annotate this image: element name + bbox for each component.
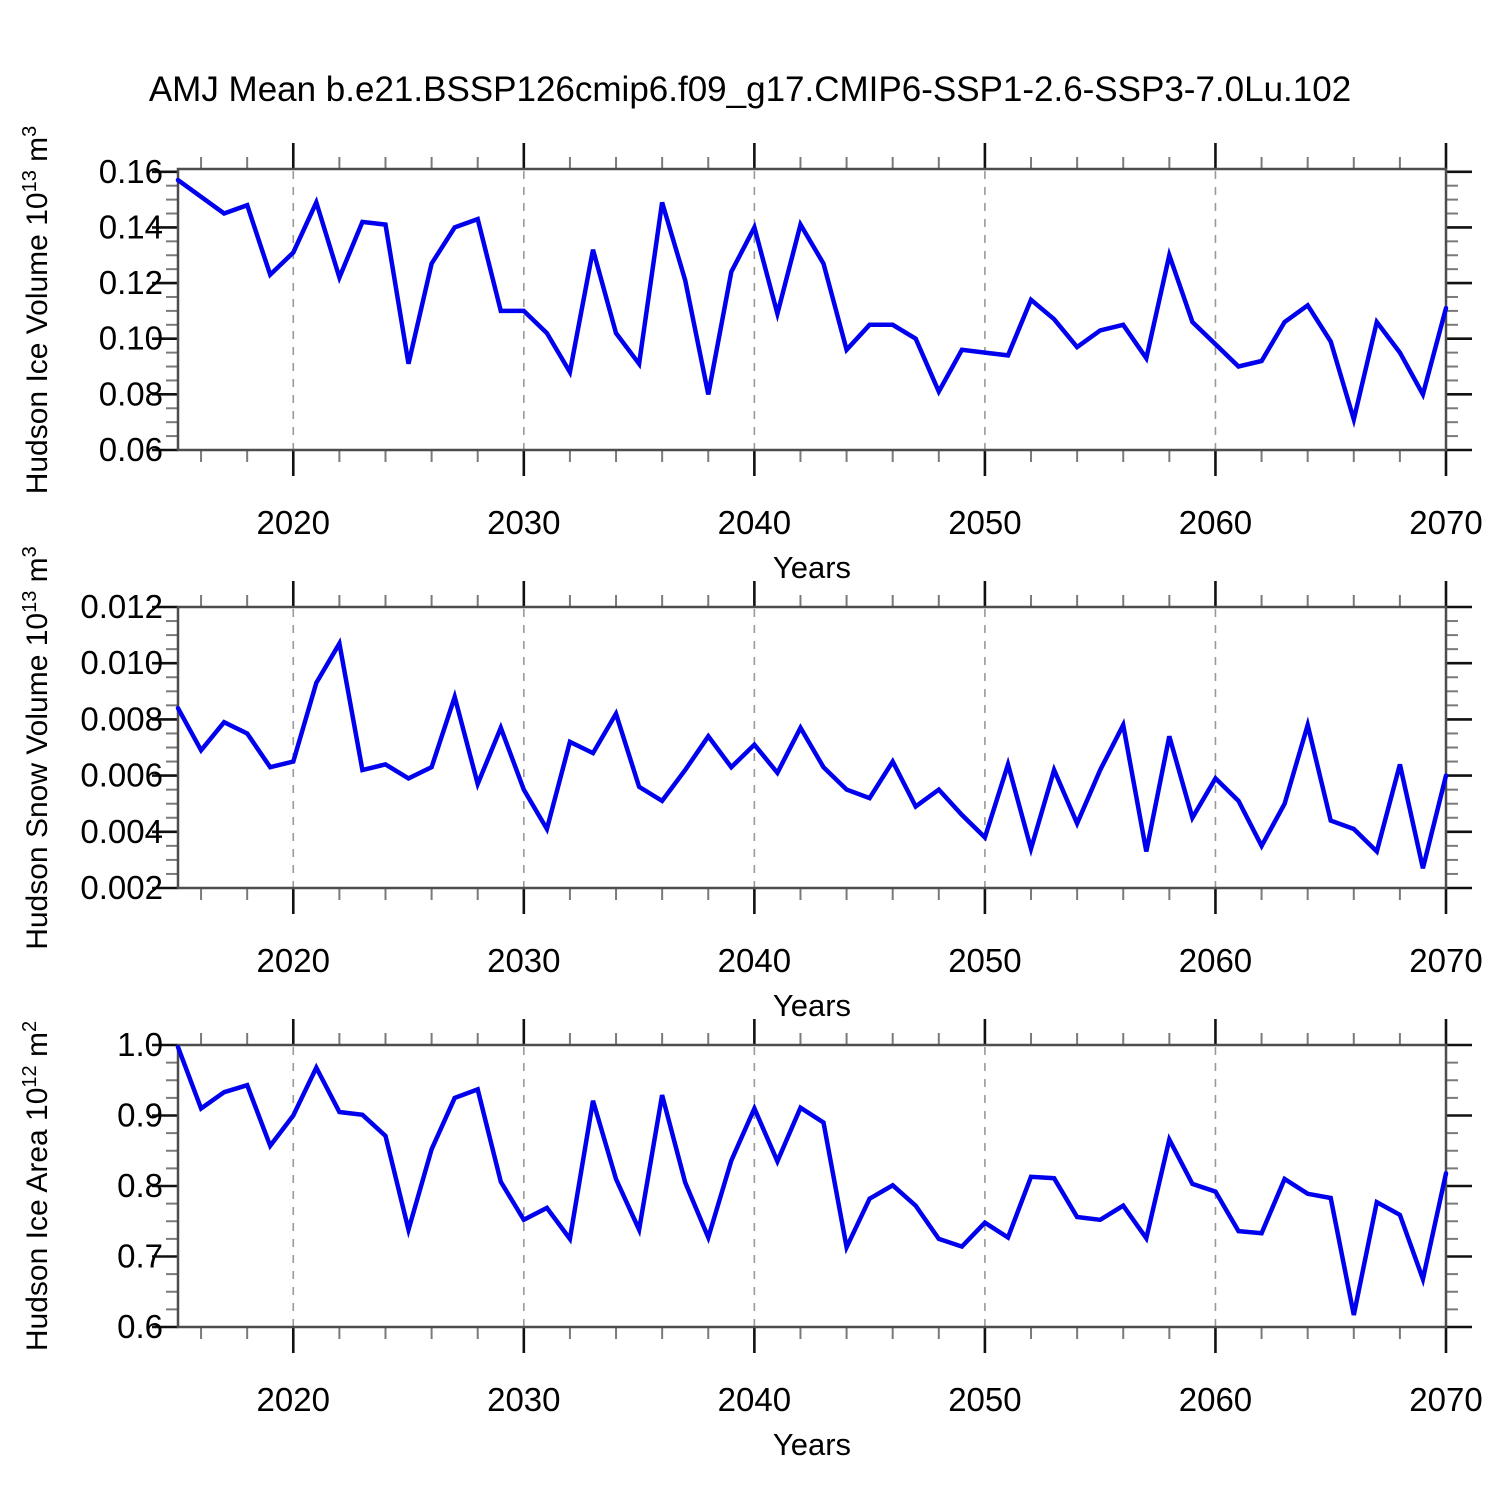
x-tick-label: 2020 (257, 504, 330, 541)
x-tick-label: 2050 (948, 504, 1021, 541)
y-tick-label: 0.008 (80, 700, 163, 737)
x-tick-label: 2030 (487, 504, 560, 541)
x-tick-label: 2030 (487, 1381, 560, 1418)
x-tick-label: 2020 (257, 942, 330, 979)
y-tick-label: 0.010 (80, 644, 163, 681)
y-tick-label: 0.06 (99, 431, 163, 468)
x-tick-label: 2070 (1409, 504, 1482, 541)
x-axis-title: Years (773, 550, 851, 585)
y-tick-label: 0.006 (80, 757, 163, 794)
data-series-line (175, 177, 1449, 429)
x-tick-label: 2060 (1179, 1381, 1252, 1418)
x-tick-label: 2060 (1179, 942, 1252, 979)
y-tick-label: 0.08 (99, 375, 163, 412)
y-tick-label: 0.9 (117, 1097, 163, 1134)
chart-title: AMJ Mean b.e21.BSSP126cmip6.f09_g17.CMIP… (148, 70, 1352, 109)
y-tick-label: 0.012 (80, 588, 163, 625)
y-tick-label: 0.6 (117, 1308, 163, 1345)
x-tick-label: 2040 (718, 942, 791, 979)
y-tick-label: 0.8 (117, 1167, 163, 1204)
y-tick-label: 0.16 (99, 153, 163, 190)
x-tick-label: 2020 (257, 1381, 330, 1418)
x-tick-label: 2030 (487, 942, 560, 979)
x-tick-label: 2060 (1179, 504, 1252, 541)
panel-frame (176, 167, 1448, 452)
x-tick-label: 2070 (1409, 1381, 1482, 1418)
panel-frame (176, 1043, 1448, 1329)
y-tick-label: 1.0 (117, 1026, 163, 1063)
data-series-line (175, 637, 1449, 869)
x-tick-label: 2050 (948, 1381, 1021, 1418)
y-tick-label: 0.12 (99, 264, 163, 301)
y-tick-label: 0.14 (99, 208, 163, 245)
y-tick-label: 0.004 (80, 813, 163, 850)
panel-frame (176, 605, 1448, 890)
x-axis-title: Years (773, 988, 851, 1023)
y-tick-label: 0.002 (80, 869, 163, 906)
data-series-line (175, 1044, 1449, 1316)
y-tick-label: 0.10 (99, 320, 163, 357)
panel-ice-area: 2020 2030 2040 2050 2060 2070 0.6 0.7 0.8 0.9 1.0 Y… (117, 1019, 1483, 1462)
panel-snow-volume: 2020 2030 2040 2050 2060 2070 0.002 0.004 0.006 0… (80, 581, 1483, 1023)
x-tick-label: 2070 (1409, 942, 1482, 979)
x-axis-title: Years (773, 1427, 851, 1462)
y-tick-label: 0.7 (117, 1238, 163, 1275)
panel-ice-volume: 2020 2030 2040 2050 2060 2070 0.06 0.08 0.10 0.12… (99, 143, 1483, 585)
x-tick-label: 2050 (948, 942, 1021, 979)
x-tick-label: 2040 (718, 504, 791, 541)
x-tick-label: 2040 (718, 1381, 791, 1418)
